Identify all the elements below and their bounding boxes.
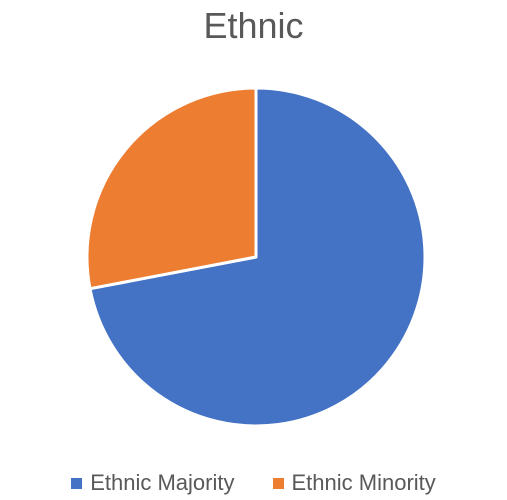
legend-swatch-minority xyxy=(272,477,284,489)
pie-slice-ethnic-minority xyxy=(85,86,258,291)
legend: Ethnic Majority Ethnic Minority xyxy=(0,466,507,500)
legend-item-majority: Ethnic Majority xyxy=(71,470,235,496)
legend-label-minority: Ethnic Minority xyxy=(291,470,436,495)
legend-item-minority: Ethnic Minority xyxy=(272,470,436,496)
chart-title: Ethnic xyxy=(203,5,304,46)
legend-label-majority: Ethnic Majority xyxy=(90,470,235,495)
legend-swatch-majority xyxy=(71,477,83,489)
